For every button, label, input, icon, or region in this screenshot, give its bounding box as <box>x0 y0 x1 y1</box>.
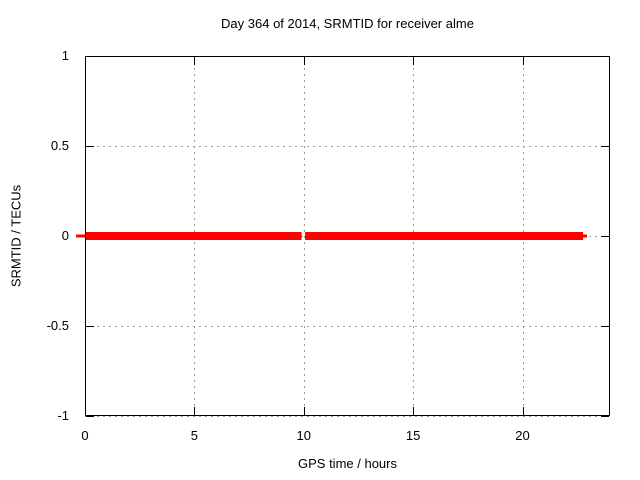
chart-title: Day 364 of 2014, SRMTID for receiver alm… <box>221 16 474 31</box>
y-tick-label: 0.5 <box>50 138 69 153</box>
x-tick-label: 5 <box>190 428 198 443</box>
y-tick-label: 0 <box>61 228 69 243</box>
x-tick-label: 10 <box>296 428 311 443</box>
x-tick-label: 0 <box>81 428 89 443</box>
y-tick-label: 1 <box>61 48 69 63</box>
x-tick-label: 15 <box>405 428 421 443</box>
y-tick-label: -0.5 <box>46 318 69 333</box>
y-tick-label: -1 <box>57 408 69 423</box>
x-tick-label: 20 <box>515 428 530 443</box>
plot-border <box>85 56 610 416</box>
x-axis-title: GPS time / hours <box>298 456 397 471</box>
